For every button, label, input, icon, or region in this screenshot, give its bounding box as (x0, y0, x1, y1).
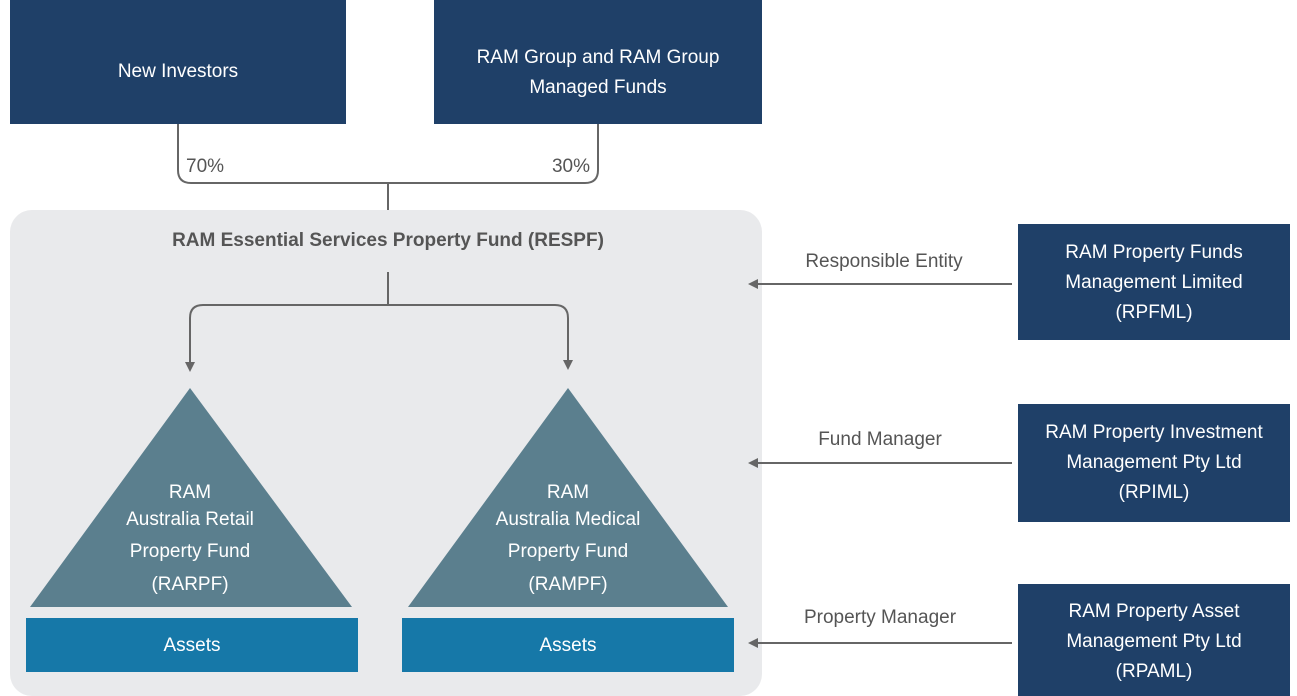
role-label: Responsible Entity (805, 251, 963, 272)
manager-label: Management Pty Ltd (1066, 631, 1241, 652)
investor-box (434, 0, 762, 124)
subfund-label: Australia Medical (496, 509, 641, 530)
subfund-label: Property Fund (130, 541, 250, 562)
manager-label: RAM Property Asset (1068, 601, 1240, 622)
manager-label: Management Limited (1065, 272, 1242, 293)
share-label: 70% (186, 156, 224, 177)
connector (189, 272, 568, 368)
investor-label: RAM Group and RAM Group (477, 47, 720, 68)
connector (177, 124, 599, 184)
fund-title: RAM Essential Services Property Fund (RE… (172, 230, 604, 251)
manager-box (1018, 404, 1290, 522)
manager-box (1018, 584, 1290, 696)
assets-label: Assets (539, 635, 596, 656)
manager-label: (RPAML) (1116, 661, 1193, 682)
manager-label: RAM Property Investment (1045, 422, 1263, 443)
role-label: Fund Manager (818, 429, 942, 450)
subfund-label: (RAMPF) (528, 574, 607, 595)
assets-label: Assets (163, 635, 220, 656)
assets-bar (26, 618, 358, 672)
subfund-triangle (30, 388, 352, 607)
manager-label: RAM Property Funds (1065, 242, 1242, 263)
subfund-label: Australia Retail (126, 509, 254, 530)
role-label: Property Manager (804, 607, 957, 628)
manager-label: (RPIML) (1119, 482, 1190, 503)
subfund-label: RAM (169, 482, 211, 503)
manager-box (1018, 224, 1290, 340)
investor-label: New Investors (118, 61, 238, 82)
share-label: 30% (552, 156, 590, 177)
subfund-label: (RARPF) (151, 574, 228, 595)
subfund-label: RAM (547, 482, 589, 503)
manager-label: (RPFML) (1115, 302, 1192, 323)
investor-label: Managed Funds (529, 77, 666, 98)
assets-bar (402, 618, 734, 672)
manager-label: Management Pty Ltd (1066, 452, 1241, 473)
subfund-label: Property Fund (508, 541, 628, 562)
investor-box (10, 0, 346, 124)
subfund-triangle (408, 388, 728, 607)
